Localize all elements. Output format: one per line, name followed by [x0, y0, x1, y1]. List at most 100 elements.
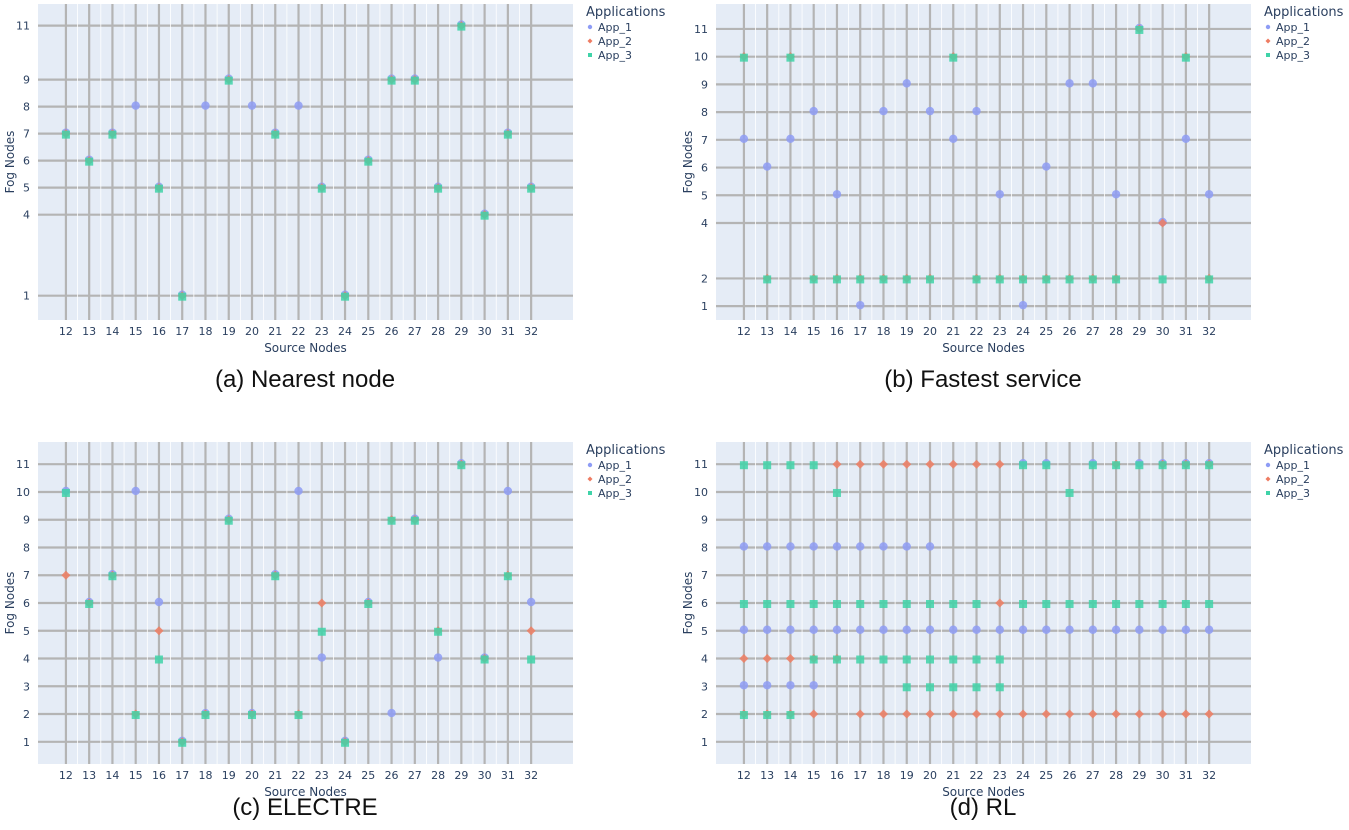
y-tick-label: 2: [23, 708, 30, 721]
x-tick-label: 16: [830, 769, 844, 782]
point-app-3: [949, 683, 958, 692]
point-app-2: [1041, 709, 1051, 719]
y-tick-label: 7: [701, 569, 708, 582]
legend-marker-app-3: [1266, 491, 1270, 495]
point-app-3: [434, 184, 443, 193]
point-app-1: [526, 597, 536, 607]
y-tick-label: 1: [701, 736, 708, 749]
point-app-3: [1088, 461, 1097, 470]
point-app-3: [856, 655, 865, 664]
point-app-1: [1065, 625, 1074, 634]
x-tick-label: 28: [431, 769, 445, 782]
y-tick-label: 3: [701, 680, 708, 693]
x-tick-label: 31: [501, 325, 515, 338]
point-app-1: [762, 542, 772, 551]
point-app-1: [786, 134, 795, 144]
point-app-3: [1065, 600, 1074, 608]
point-app-1: [154, 597, 164, 607]
legend-label: App_2: [598, 35, 632, 48]
point-app-1: [1065, 79, 1074, 88]
point-app-2: [1204, 709, 1214, 719]
point-app-3: [178, 292, 187, 301]
point-app-3: [457, 22, 466, 31]
point-app-3: [271, 572, 280, 581]
legend-title: Applications: [1264, 5, 1344, 20]
y-tick-label: 11: [16, 20, 30, 33]
point-app-3: [926, 600, 934, 608]
point-app-2: [1158, 218, 1168, 228]
point-app-3: [1158, 275, 1167, 284]
x-tick-label: 22: [970, 325, 984, 338]
x-tick-label: 24: [1016, 769, 1030, 782]
legend-marker-app-2: [587, 476, 593, 482]
point-app-3: [341, 738, 350, 747]
point-app-3: [271, 130, 280, 139]
x-tick-label: 12: [737, 325, 751, 338]
point-app-3: [972, 275, 981, 284]
point-app-3: [108, 130, 117, 139]
point-app-1: [902, 79, 911, 88]
x-axis-title: Source Nodes: [942, 341, 1025, 355]
point-app-3: [1019, 600, 1028, 608]
point-app-3: [972, 655, 981, 664]
x-tick-label: 16: [152, 325, 166, 338]
point-app-2: [526, 626, 536, 636]
x-tick-label: 25: [1039, 769, 1053, 782]
legend-title: Applications: [1264, 443, 1344, 458]
y-tick-label: 10: [694, 51, 708, 64]
x-tick-label: 21: [268, 769, 282, 782]
point-app-1: [131, 486, 140, 496]
point-app-2: [1134, 709, 1144, 719]
point-app-3: [832, 275, 841, 284]
chart-panel-d: 12 13 14 15 16 17 18 19 20 21 22 23 24 25 26 27 28 29 30 31…: [678, 438, 1349, 830]
point-app-3: [61, 488, 70, 497]
legend-label: App_3: [1276, 49, 1310, 62]
x-tick-label: 29: [454, 325, 468, 338]
x-tick-label: 29: [454, 769, 468, 782]
legend-label: App_3: [1276, 487, 1310, 500]
x-tick-label: 17: [853, 769, 867, 782]
y-tick-label: 4: [23, 209, 30, 222]
legend-label: App_3: [598, 487, 632, 500]
point-app-2: [317, 598, 327, 608]
point-app-3: [926, 683, 934, 692]
legend-label: App_1: [1276, 459, 1310, 472]
point-app-3: [294, 711, 303, 720]
y-tick-label: 8: [701, 541, 708, 554]
point-app-3: [763, 275, 772, 284]
point-app-3: [832, 488, 841, 497]
point-app-3: [902, 275, 911, 284]
y-tick-label: 9: [23, 514, 30, 527]
point-app-1: [1088, 625, 1098, 634]
legend-label: App_1: [1276, 21, 1310, 34]
point-app-1: [832, 625, 842, 634]
legend-marker-app-3: [588, 53, 592, 57]
x-tick-label: 25: [361, 769, 375, 782]
x-tick-label: 25: [1039, 325, 1053, 338]
point-app-1: [925, 106, 935, 116]
point-app-1: [762, 681, 772, 690]
point-app-3: [527, 655, 536, 664]
point-app-3: [1205, 275, 1214, 284]
x-tick-label: 12: [59, 325, 73, 338]
point-app-3: [1205, 461, 1214, 470]
chart-panel-c: 12 13 14 15 16 17 18 19 20 21 22 23 24 25 26 27 28 29 30 31…: [0, 438, 670, 830]
legend-marker-app-1: [1265, 24, 1271, 30]
x-tick-label: 19: [222, 325, 236, 338]
point-app-3: [902, 683, 911, 692]
legend-label: App_2: [1276, 35, 1310, 48]
point-app-2: [832, 459, 842, 469]
point-app-3: [1088, 600, 1097, 608]
x-tick-label: 23: [993, 325, 1007, 338]
x-tick-label: 28: [431, 325, 445, 338]
point-app-3: [926, 275, 934, 284]
x-tick-label: 26: [1063, 325, 1077, 338]
legend-marker-app-3: [588, 491, 592, 495]
x-tick-label: 26: [1063, 769, 1077, 782]
point-app-3: [949, 600, 958, 608]
y-tick-label: 8: [23, 541, 30, 554]
point-app-3: [995, 683, 1004, 692]
point-app-3: [1019, 275, 1028, 284]
point-app-3: [809, 275, 818, 284]
x-axis-title: Source Nodes: [264, 785, 347, 799]
